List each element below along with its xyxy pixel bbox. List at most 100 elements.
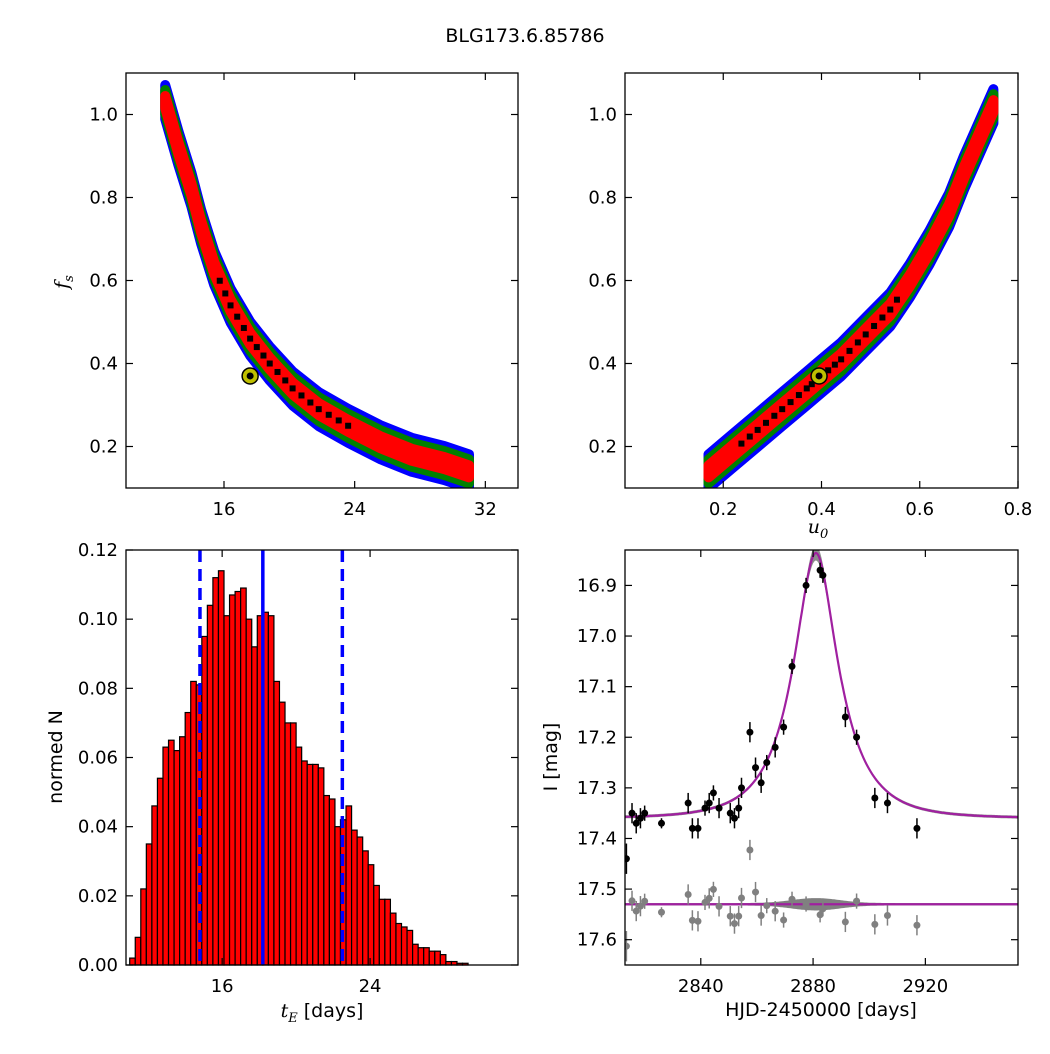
data-point	[737, 784, 745, 792]
te-fs-best-cell	[234, 313, 241, 320]
data-point	[628, 809, 636, 817]
lightcurve-ytick-label: 17.5	[577, 879, 617, 900]
u0-fs-xtick-label: 0.6	[905, 499, 934, 520]
te-histogram-ytick-label: 0.02	[78, 886, 118, 907]
lightcurve-ytick-label: 17.6	[577, 930, 617, 951]
te-fs-xtick-label: 32	[474, 499, 497, 520]
te-fs-best-cell	[227, 302, 234, 309]
u0-fs-best-cell	[893, 296, 900, 303]
panel-lightcurve-xlabel: HJD-2450000 [days]	[725, 999, 917, 1021]
histogram-bar	[328, 798, 336, 966]
te-histogram-ytick-label: 0.08	[78, 678, 118, 699]
histogram-bar	[234, 590, 242, 966]
residual-point	[746, 846, 754, 854]
u0-fs-best-cell	[808, 381, 815, 388]
te-histogram-ytick-label: 0.04	[78, 817, 118, 838]
model-curve	[625, 551, 1018, 819]
histogram-bar	[389, 912, 397, 966]
histogram-bar	[289, 722, 297, 966]
u0-fs-ytick-label: 0.4	[588, 354, 617, 375]
panel-lightcurve-ticks: 2840 2880 2920 16.9 17.0 17.1 17.2 17.3 17.4 17.5…	[577, 550, 1018, 997]
histogram-bar	[267, 615, 275, 966]
u0-fs-best-cell	[762, 419, 769, 426]
lightcurve-ytick-label: 17.2	[577, 727, 617, 748]
data-point	[853, 733, 861, 741]
te-histogram-ytick-label: 0.06	[78, 748, 118, 769]
u0-fs-best-cell	[862, 331, 869, 338]
panel-u0-fs-frame	[624, 72, 1019, 489]
panel-te-fs-marks	[160, 80, 474, 488]
histogram-bar	[434, 950, 441, 966]
lightcurve-ytick-label: 16.9	[577, 575, 617, 596]
data-point	[730, 814, 738, 822]
residual-point	[913, 921, 921, 929]
residual-point	[757, 912, 765, 920]
residual-point	[715, 902, 723, 910]
u0-fs-best-cell	[846, 347, 853, 354]
panel-te-histogram-marks	[129, 550, 469, 966]
panel-lightcurve-ylabel: I [mag]	[540, 723, 562, 792]
te-fs-inner-region	[160, 91, 474, 483]
histogram-bar	[173, 749, 181, 966]
residual-point	[788, 895, 796, 903]
histogram-bar	[417, 947, 425, 966]
residual-point	[883, 911, 891, 919]
lightcurve-ytick-label: 17.1	[577, 677, 617, 698]
data-point	[641, 809, 649, 817]
te-fs-best-cell	[298, 392, 305, 399]
panel-u0-fs-ticks: 0.2 0.4 0.6 0.8 0.2 0.4 0.6 0.8 1.0	[588, 73, 1032, 520]
histogram-bar	[373, 884, 380, 966]
histogram-bar	[167, 739, 175, 966]
u0-fs-best-cell	[795, 392, 802, 399]
histogram-bar	[412, 943, 419, 966]
histogram-bar	[301, 760, 308, 966]
residual-point	[636, 902, 644, 910]
histogram-bar	[206, 604, 214, 966]
residual-point	[641, 897, 649, 905]
te-fs-outer-region	[160, 80, 474, 488]
histogram-bar	[362, 850, 369, 966]
data-point	[701, 804, 709, 812]
te-fs-ytick-label: 0.4	[89, 354, 118, 375]
data-point	[657, 819, 665, 827]
data-point	[709, 789, 717, 797]
u0-fs-best-cell	[854, 339, 861, 346]
histogram-bar	[312, 763, 319, 966]
residual-point	[871, 920, 879, 928]
data-point	[780, 723, 788, 731]
histogram-bar	[423, 947, 430, 966]
data-point	[746, 728, 754, 736]
lightcurve-plot-area	[625, 550, 1018, 962]
te-fs-contours	[160, 80, 474, 488]
data-point	[763, 759, 771, 767]
u0-fs-best-cell	[825, 367, 832, 374]
data-point	[688, 824, 696, 832]
residual-point	[771, 907, 779, 915]
u0-fs-best-cell	[738, 440, 745, 447]
histogram-bar	[251, 646, 258, 966]
residual-point	[628, 897, 636, 905]
te-histogram-xtick-label: 16	[211, 976, 234, 997]
u0-fs-best-cell	[803, 385, 810, 392]
u0-fs-ytick-label: 0.2	[588, 437, 617, 458]
histogram-bar	[306, 763, 314, 966]
te-histogram-ytick-label: 0.12	[78, 540, 118, 561]
u0-fs-xtick-label: 0.8	[1004, 499, 1033, 520]
u0-fs-ytick-label: 1.0	[588, 105, 617, 126]
residual-point	[780, 916, 788, 924]
residual-point	[726, 912, 734, 920]
data-point	[636, 814, 644, 822]
u0-fs-best-cell	[831, 361, 838, 368]
te-fs-best-cell	[216, 277, 223, 284]
u0-fs-best-cell	[879, 314, 886, 321]
panel-te-fs: 16 24 32 0.2 0.4 0.6 0.8 1.0 fs	[51, 72, 519, 520]
te-fs-best-cell	[345, 422, 352, 429]
residual-point	[853, 897, 861, 905]
panel-lightcurve: 2840 2880 2920 16.9 17.0 17.1 17.2 17.3 17.4 17.5…	[540, 549, 1019, 1021]
panel-te-histogram: 16 24 0.00 0.02 0.04 0.06 0.08 0.10 0.12 tE [days…	[45, 540, 519, 1026]
histogram-bar	[145, 843, 153, 966]
residual-point	[684, 890, 692, 898]
histogram-bar	[184, 711, 192, 966]
residual-point	[657, 908, 665, 916]
residual-point	[730, 920, 738, 928]
